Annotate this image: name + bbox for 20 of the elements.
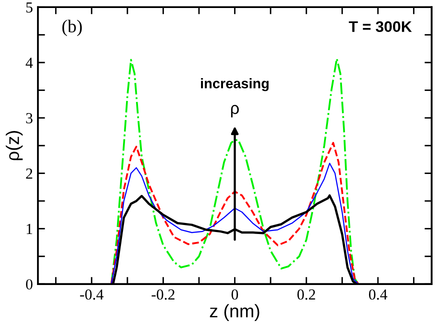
y-tick-label: 3	[26, 113, 32, 124]
x-tick-label: 0.4	[368, 289, 388, 300]
y-tick-label: 2	[26, 168, 32, 179]
annotation: (b)	[62, 20, 82, 36]
annotation: T = 300K	[348, 21, 412, 32]
x-tick-label: -0.2	[152, 289, 174, 300]
y-axis-title: ρ(z)	[6, 131, 23, 160]
y-tick-label: 5	[26, 2, 32, 13]
annotation: ρ	[231, 104, 239, 118]
y-tick-label: 4	[26, 58, 33, 68]
y-tick-label: 1	[26, 224, 32, 234]
line-series	[110, 142, 360, 284]
annotation: increasing	[201, 78, 269, 92]
x-axis-title: z (nm)	[210, 304, 260, 321]
x-tick-label: 0.2	[297, 289, 316, 300]
x-tick-label: 0	[232, 289, 238, 300]
y-tick-label: 0	[26, 279, 32, 290]
x-tick-label: -0.4	[80, 289, 104, 300]
line-series	[110, 162, 359, 284]
line-series	[110, 58, 360, 284]
